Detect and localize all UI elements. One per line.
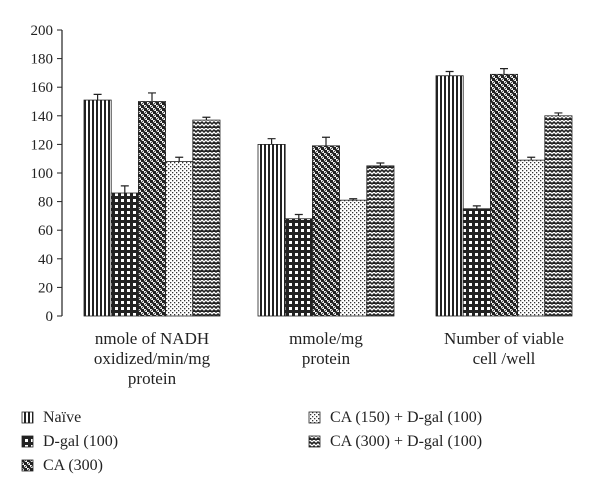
legend-label: CA (300) <box>43 457 103 474</box>
legend-swatch <box>21 435 34 448</box>
category-labels: nmole of NADH oxidized/min/mg protein mmole… <box>94 329 564 388</box>
error-bar <box>445 70 454 76</box>
y-tick-label: 80 <box>38 195 53 211</box>
y-tick-label: 100 <box>31 166 54 182</box>
legend-label: D-gal (100) <box>43 433 118 450</box>
bar <box>462 208 491 317</box>
error-bar <box>527 156 536 161</box>
bar <box>311 145 340 317</box>
error-bar <box>202 116 211 121</box>
bars <box>83 68 573 317</box>
error-bar <box>120 185 129 194</box>
category-label: Number of viable cell /well <box>444 329 564 368</box>
y-tick-label: 200 <box>31 23 54 39</box>
y-tick-label: 60 <box>38 223 53 239</box>
category-label: mmole/mg protein <box>289 329 363 368</box>
y-tick-label: 180 <box>31 52 54 68</box>
bar <box>435 75 464 317</box>
bar <box>83 99 112 317</box>
legend-swatch <box>21 459 34 472</box>
y-ticks: 0 20 40 60 80 100 120 140 160 180 200 <box>31 23 62 325</box>
bar <box>165 161 194 317</box>
y-tick-label: 40 <box>38 252 53 268</box>
y-tick-label: 20 <box>38 280 53 296</box>
error-bar <box>148 92 156 102</box>
y-tick-label: 160 <box>31 80 54 96</box>
error-bar <box>294 213 303 219</box>
legend-label: CA (150) + D-gal (100) <box>330 409 482 426</box>
error-bar <box>93 93 102 101</box>
bar <box>517 159 546 317</box>
bar <box>544 115 573 317</box>
y-tick-label: 140 <box>31 109 54 125</box>
bar <box>284 218 313 317</box>
legend-swatch <box>308 435 321 448</box>
error-bar <box>500 68 508 75</box>
error-bar <box>472 205 481 209</box>
plot-area: 0 20 40 60 80 100 120 140 160 180 200 nmole of NAD… <box>31 23 573 388</box>
error-bar <box>349 198 358 201</box>
category-label: nmole of NADH oxidized/min/mg protein <box>94 329 211 388</box>
y-tick-label: 120 <box>31 137 54 153</box>
bar <box>339 199 368 317</box>
bar <box>489 73 518 317</box>
bar <box>192 119 221 317</box>
error-bar <box>322 136 330 146</box>
legend: Naïve D-gal (100) CA (300) CA (150) + D-gal… <box>21 409 482 474</box>
bar <box>257 143 286 317</box>
bar <box>366 165 395 317</box>
legend-swatch <box>308 411 321 424</box>
legend-label: CA (300) + D-gal (100) <box>330 433 482 450</box>
error-bar <box>554 112 563 116</box>
error-bar <box>175 156 184 162</box>
legend-swatch <box>21 411 34 424</box>
error-bar <box>267 138 276 145</box>
error-bar <box>376 162 385 166</box>
bar <box>110 192 139 317</box>
y-tick-label: 0 <box>46 309 54 325</box>
legend-label: Naïve <box>43 409 81 426</box>
bar <box>137 101 166 317</box>
